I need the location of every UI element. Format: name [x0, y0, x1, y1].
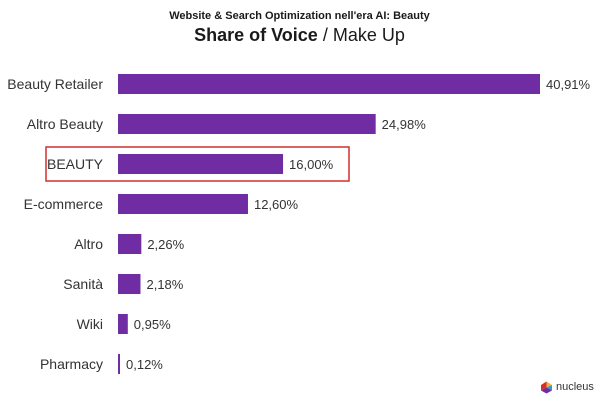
category-label: Sanità: [63, 276, 103, 292]
category-label: Altro Beauty: [27, 116, 103, 132]
bar: [118, 114, 376, 134]
chart-supertitle: Website & Search Optimization nell'era A…: [169, 10, 430, 22]
category-label: BEAUTY: [47, 156, 104, 172]
bar: [118, 74, 540, 94]
category-label: E-commerce: [24, 196, 104, 212]
chart-title: Share of Voice / Make Up: [0, 25, 599, 46]
highlight-box: [45, 146, 350, 182]
value-label: 2,18%: [146, 277, 183, 292]
chart-title-separator: /: [322, 25, 328, 45]
bar: [118, 234, 142, 254]
value-label: 12,60%: [254, 197, 299, 212]
bar: [118, 274, 141, 294]
nucleus-logo-icon: [541, 381, 552, 393]
value-label: 40,91%: [546, 77, 591, 92]
category-label: Wiki: [77, 316, 103, 332]
bar: [118, 194, 248, 214]
nucleus-logo: nucleus: [540, 380, 594, 394]
value-label: 24,98%: [382, 117, 427, 132]
value-label: 2,26%: [147, 237, 184, 252]
category-label: Pharmacy: [40, 356, 103, 372]
value-label: 0,95%: [134, 317, 171, 332]
value-label: 16,00%: [289, 157, 334, 172]
bar: [118, 154, 284, 174]
logo-text: nucleus: [556, 381, 594, 393]
chart-title-main: Share of Voice: [194, 25, 318, 45]
bar: [118, 354, 120, 374]
chart-title-sub: Make Up: [332, 25, 405, 45]
category-label: Altro: [74, 236, 103, 252]
bar: [118, 314, 128, 334]
value-label: 0,12%: [126, 357, 163, 372]
category-label: Beauty Retailer: [7, 76, 103, 92]
